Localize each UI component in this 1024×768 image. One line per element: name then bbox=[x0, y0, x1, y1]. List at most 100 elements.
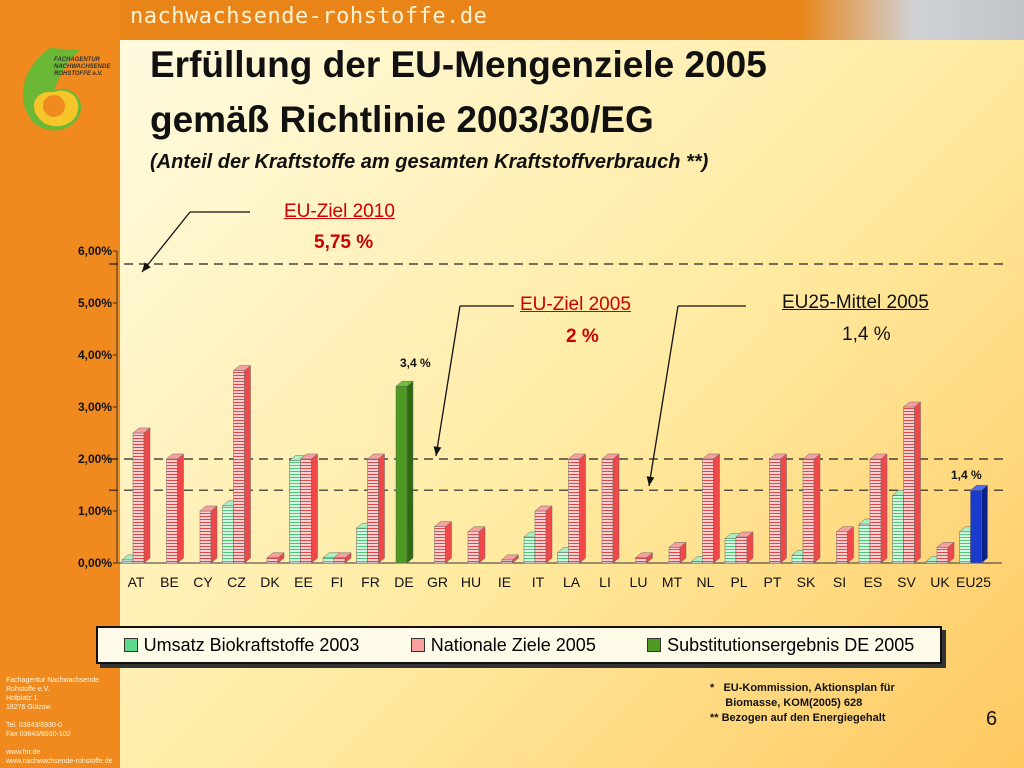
x-tick-label: DK bbox=[260, 574, 280, 590]
bar-umsatz-AT bbox=[121, 559, 134, 564]
data-label-eu25: 1,4 % bbox=[951, 468, 982, 482]
annotation-ziel2010-value: 5,75 % bbox=[314, 232, 374, 253]
legend-swatch-green-icon bbox=[123, 638, 138, 652]
annotation-ziel2010-label: EU-Ziel 2010 bbox=[284, 201, 395, 222]
bar-ziel-LA-side bbox=[579, 453, 586, 564]
bar-umsatz-ES bbox=[858, 523, 871, 564]
bar-umsatz-SK bbox=[791, 554, 804, 564]
bar-ziel-MT-top bbox=[668, 542, 687, 548]
bar-ziel-NL-side bbox=[713, 453, 720, 564]
footnotes: * EU-Kommission, Aktionsplan für Biomass… bbox=[710, 682, 895, 724]
x-tick-label: IE bbox=[498, 574, 511, 590]
bar-ziel-SI-top bbox=[835, 526, 855, 533]
bar-ziel-BE bbox=[166, 458, 178, 564]
x-tick-label: ES bbox=[864, 574, 883, 590]
bar-ziel-GR-top bbox=[433, 521, 453, 527]
bar-ziel-SV-top bbox=[902, 401, 922, 408]
x-tick-label: LU bbox=[630, 574, 648, 590]
bar-umsatz-EU25 bbox=[959, 531, 971, 564]
bar-ziel-HU-top bbox=[467, 526, 486, 533]
bar-ziel-ES-top bbox=[869, 453, 888, 460]
x-tick-label: IT bbox=[532, 574, 545, 590]
legend-item-umsatz-2003: Umsatz Biokraftstoffe 2003 bbox=[123, 635, 359, 656]
x-tick-label: CY bbox=[193, 574, 213, 590]
bar-ziel-FI bbox=[333, 557, 346, 564]
annotation-ziel2005-label: EU-Ziel 2005 bbox=[520, 294, 631, 315]
bar-ziel-SV-side bbox=[914, 401, 921, 564]
bar-ziel-AT-top bbox=[132, 427, 151, 434]
y-tick-label: 2,00% bbox=[78, 452, 112, 466]
bar-ziel-SV bbox=[903, 406, 915, 564]
arrow-ziel2010 bbox=[141, 211, 191, 273]
bar-eu25-mittel-side bbox=[981, 484, 988, 564]
x-tick-label: PL bbox=[730, 574, 747, 590]
x-tick-label: SK bbox=[797, 574, 816, 590]
x-tick-label: DE bbox=[394, 574, 413, 590]
bar-ziel-EE-side bbox=[311, 453, 318, 564]
x-tick-label: MT bbox=[662, 574, 683, 590]
top-bar bbox=[120, 0, 1024, 40]
bar-ziel-PT-top bbox=[768, 453, 788, 460]
bar-umsatz-FI bbox=[322, 557, 335, 564]
bar-ziel-PT-side bbox=[780, 453, 787, 564]
bar-ziel-AT-side bbox=[143, 427, 151, 564]
bar-ziel-SI-side bbox=[847, 526, 854, 564]
arrow-ziel2010-head bbox=[142, 262, 151, 272]
arrow-eu25-head bbox=[646, 476, 655, 486]
bar-ziel-SK bbox=[802, 458, 815, 564]
bar-ziel-SI bbox=[836, 531, 848, 564]
y-tick-label: 4,00% bbox=[78, 348, 112, 362]
bar-umsatz-IT bbox=[523, 536, 536, 564]
bar-umsatz-LA bbox=[557, 552, 569, 564]
bar-ziel-IT-top bbox=[534, 505, 553, 512]
legend-swatch-red-icon bbox=[410, 638, 425, 652]
bar-umsatz-CZ bbox=[222, 505, 234, 564]
chart-legend: Umsatz Biokraftstoffe 2003 Nationale Zie… bbox=[96, 626, 942, 664]
bar-ziel-CY-top bbox=[199, 505, 218, 512]
bar-ziel-ES bbox=[869, 458, 882, 564]
bar-ziel-IT bbox=[534, 510, 547, 564]
bar-ziel-GR bbox=[434, 526, 446, 564]
bar-eu25-mittel bbox=[970, 489, 982, 564]
bar-ziel-EE-top bbox=[299, 453, 319, 460]
y-tick-label: 6,00% bbox=[78, 244, 112, 258]
x-tick-label: PT bbox=[764, 574, 782, 590]
bar-ziel-LU-top bbox=[634, 552, 654, 559]
bar-ziel-MT bbox=[668, 547, 681, 564]
bar-ziel-LI-side bbox=[612, 453, 620, 564]
bar-ziel-PL bbox=[735, 536, 748, 564]
annotation-ziel2005-value: 2 % bbox=[566, 326, 599, 347]
bar-ziel-FR-top bbox=[366, 453, 386, 460]
bar-ziel-CZ bbox=[233, 370, 245, 564]
x-tick-label: NL bbox=[697, 574, 715, 590]
bar-ziel-DK-top bbox=[266, 552, 285, 559]
bar-ziel-GR-side bbox=[445, 521, 452, 564]
bar-ziel-FI-top bbox=[333, 552, 352, 559]
bar-ziel-SK-side bbox=[813, 453, 821, 564]
bar-ziel-PL-top bbox=[735, 531, 754, 538]
x-tick-label: LI bbox=[599, 574, 611, 590]
brand-title: nachwachsende-rohstoffe.de bbox=[130, 4, 488, 29]
bar-ziel-LU bbox=[635, 557, 647, 564]
x-tick-label: AT bbox=[128, 574, 145, 590]
bar-ziel-CY bbox=[199, 510, 212, 564]
x-tick-label: SV bbox=[897, 574, 916, 590]
bar-ziel-IE-top bbox=[500, 554, 520, 561]
bar-ziel-PL-side bbox=[746, 531, 754, 564]
annotation-eu25-label: EU25-Mittel 2005 bbox=[782, 292, 929, 313]
bar-ziel-UK-top bbox=[936, 542, 955, 548]
arrow-ziel2005 bbox=[435, 305, 461, 457]
logo-text: FACHAGENTUR NACHWACHSENDE ROHSTOFFE e.V. bbox=[54, 57, 111, 77]
x-tick-label: HU bbox=[461, 574, 481, 590]
x-tick-label: SI bbox=[833, 574, 846, 590]
legend-swatch-darkgreen-icon bbox=[647, 638, 662, 652]
bar-umsatz-FR bbox=[356, 527, 368, 564]
x-tick-label: CZ bbox=[227, 574, 246, 590]
bar-ziel-HU bbox=[467, 531, 480, 564]
fnr-logo-icon bbox=[22, 48, 82, 131]
bar-de-substitution bbox=[395, 385, 408, 564]
x-tick-label: GR bbox=[427, 574, 448, 590]
bar-ziel-NL-top bbox=[701, 453, 721, 460]
legend-item-nationale-ziele: Nationale Ziele 2005 bbox=[410, 635, 596, 656]
